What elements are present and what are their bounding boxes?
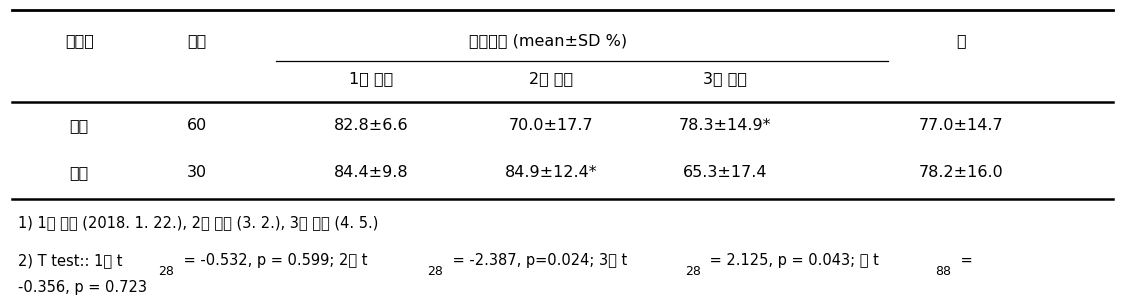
Text: 77.0±14.7: 77.0±14.7 (919, 118, 1004, 133)
Text: -0.356, p = 0.723: -0.356, p = 0.723 (18, 280, 146, 295)
Text: 78.3±14.9*: 78.3±14.9* (680, 118, 772, 133)
Text: 1차 수확: 1차 수확 (350, 71, 394, 86)
Text: 남향: 남향 (70, 118, 89, 133)
Text: 60: 60 (187, 118, 207, 133)
Text: 70.0±17.7: 70.0±17.7 (508, 118, 594, 133)
Text: = 2.125, p = 0.043; 계 t: = 2.125, p = 0.043; 계 t (705, 253, 884, 268)
Text: 1) 1차 수확 (2018. 1. 22.), 2차 수확 (3. 2.), 3차 수확 (4. 5.): 1) 1차 수확 (2018. 1. 22.), 2차 수확 (3. 2.), … (18, 215, 378, 230)
Text: = -2.387, p=0.024; 3차 t: = -2.387, p=0.024; 3차 t (448, 253, 632, 268)
Text: 28: 28 (685, 266, 701, 278)
Text: 84.4±9.8: 84.4±9.8 (334, 165, 408, 180)
Text: 82.8±6.6: 82.8±6.6 (334, 118, 408, 133)
Text: 88: 88 (936, 266, 952, 278)
Text: 28: 28 (428, 266, 443, 278)
Text: 78.2±16.0: 78.2±16.0 (919, 165, 1004, 180)
Text: 65.3±17.4: 65.3±17.4 (683, 165, 767, 180)
Text: 시험구: 시험구 (65, 33, 93, 48)
Text: 계: 계 (956, 33, 966, 48)
Text: 28: 28 (159, 266, 174, 278)
Text: = -0.532, p = 0.599; 2차 t: = -0.532, p = 0.599; 2차 t (179, 253, 371, 268)
Text: =: = (956, 253, 973, 268)
Text: 반복: 반복 (188, 33, 207, 48)
Text: 2) T test:: 1차 t: 2) T test:: 1차 t (18, 253, 127, 268)
Text: 2차 수확: 2차 수확 (529, 71, 574, 86)
Text: 북향: 북향 (70, 165, 89, 180)
Text: 84.9±12.4*: 84.9±12.4* (505, 165, 597, 180)
Text: 3차 수확: 3차 수확 (703, 71, 747, 86)
Text: 30: 30 (187, 165, 207, 180)
Text: 정상과율 (mean±SD %): 정상과율 (mean±SD %) (469, 33, 628, 48)
